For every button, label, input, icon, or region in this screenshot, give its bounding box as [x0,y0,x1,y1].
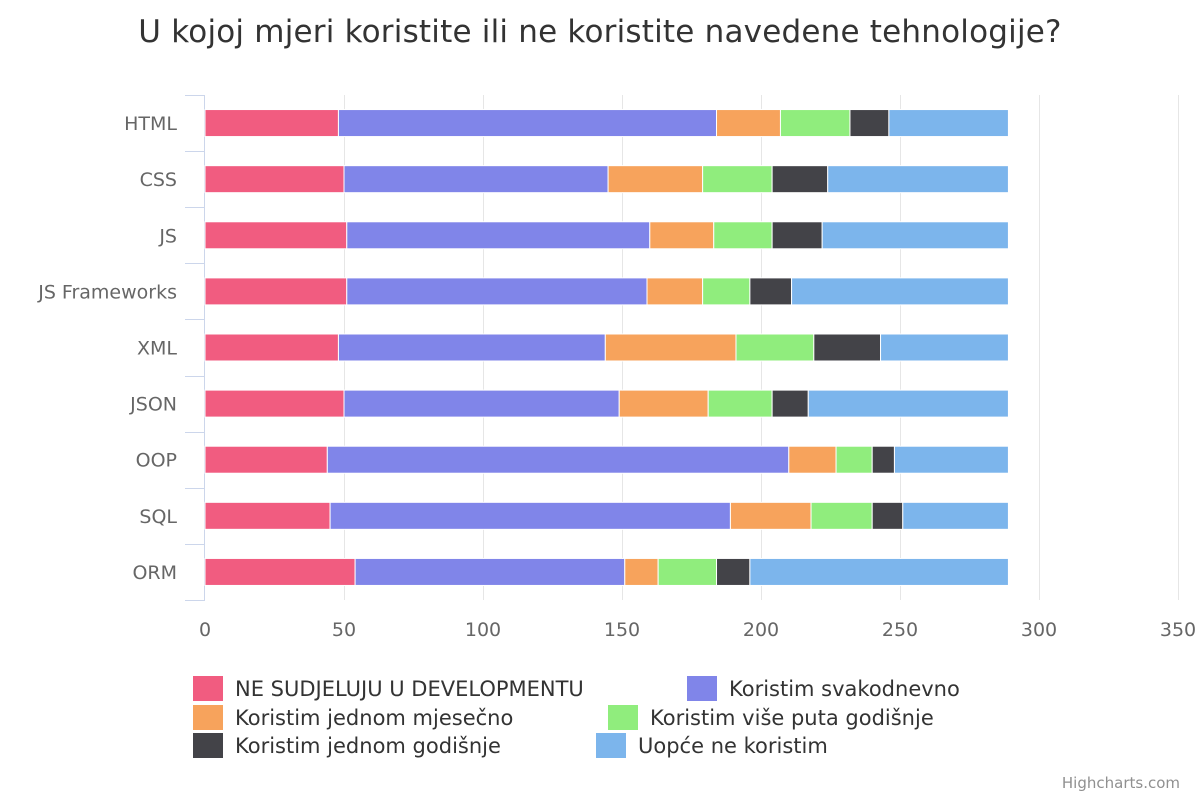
bar-segment[interactable] [346,277,648,306]
bar-segment[interactable] [204,109,339,138]
category-label: ORM [132,562,177,584]
x-tick-label: 350 [1160,619,1196,641]
bar-segment[interactable] [702,165,773,194]
legend-label: NE SUDJELUJU U DEVELOPMENTU [235,676,584,701]
bar-segment[interactable] [807,389,1009,418]
bar-segment[interactable] [716,557,751,586]
bar-segment[interactable] [871,501,904,530]
bar-segment[interactable] [618,389,709,418]
legend-label: Koristim više puta godišnje [650,705,934,730]
bar-segment[interactable] [204,165,345,194]
x-tick-label: 200 [743,619,779,641]
bar-segment[interactable] [354,557,626,586]
bar-segment[interactable] [849,109,890,138]
bar-series [204,109,1009,586]
bar-segment[interactable] [749,277,793,306]
legend-label: Uopće ne koristim [638,733,828,758]
bar-segment[interactable] [735,333,815,362]
bar-segment[interactable] [716,109,781,138]
bar-segment[interactable] [835,445,873,474]
bar-segment[interactable] [702,277,751,306]
category-label: HTML [124,113,177,135]
category-label: XML [137,338,177,360]
bar-segment[interactable] [204,221,348,250]
category-label: JS Frameworks [37,281,177,303]
legend-item[interactable]: Koristim više puta godišnje [608,705,934,730]
bar-segment[interactable] [204,333,339,362]
bar-segment[interactable] [343,389,620,418]
bar-segment[interactable] [657,557,718,586]
bar-segment[interactable] [204,557,356,586]
bar-segment[interactable] [813,333,882,362]
bar-segment[interactable] [624,557,659,586]
category-label: JS [158,225,177,247]
legend-label: Koristim svakodnevno [729,676,960,701]
bar-segment[interactable] [204,445,328,474]
legend-swatch [608,705,638,730]
bar-segment[interactable] [326,445,790,474]
category-axis [185,95,205,601]
bar-segment[interactable] [729,501,812,530]
bar-segment[interactable] [707,389,773,418]
bar-segment[interactable] [649,221,715,250]
bar-segment[interactable] [791,277,1009,306]
bar-segment[interactable] [337,333,606,362]
legend-item[interactable]: Uopće ne koristim [596,733,828,758]
bar-segment[interactable] [893,445,1009,474]
bar-segment[interactable] [329,501,731,530]
bar-segment[interactable] [343,165,609,194]
legend-swatch [193,733,223,758]
bar-segment[interactable] [771,389,809,418]
bar-segment[interactable] [646,277,704,306]
bar-segment[interactable] [771,165,829,194]
bar-segment[interactable] [713,221,773,250]
bar-segment[interactable] [204,501,331,530]
credits-link[interactable]: Highcharts.com [1061,774,1180,792]
category-label: SQL [139,506,177,528]
category-label: JSON [129,394,177,416]
x-tick-label: 150 [604,619,640,641]
bar-segment[interactable] [779,109,851,138]
bar-segment[interactable] [827,165,1009,194]
bar-segment[interactable] [888,109,1009,138]
x-tick-label: 50 [332,619,356,641]
legend-item[interactable]: Koristim jednom godišnje [193,733,501,758]
x-tick-label: 0 [199,619,211,641]
legend-item[interactable]: Koristim svakodnevno [687,676,960,701]
bar-segment[interactable] [810,501,873,530]
bar-segment[interactable] [337,109,718,138]
category-label: CSS [140,169,177,191]
bar-segment[interactable] [604,333,737,362]
bar-segment[interactable] [346,221,651,250]
bar-segment[interactable] [821,221,1009,250]
legend-swatch [193,676,223,701]
bar-segment[interactable] [749,557,1009,586]
legend-label: Koristim jednom mjesečno [235,705,514,730]
bar-segment[interactable] [771,221,823,250]
bar-segment[interactable] [204,389,345,418]
axis-labels: 0 50 100 150 200 250 300 350 HTML CSS JS JS Framewo… [37,113,1196,641]
bar-segment[interactable] [902,501,1009,530]
x-tick-label: 250 [882,619,918,641]
bar-segment[interactable] [871,445,895,474]
x-tick-label: 100 [465,619,501,641]
legend-swatch [687,676,717,701]
legend-swatch [193,705,223,730]
category-label: OOP [136,450,177,472]
legend-label: Koristim jednom godišnje [235,733,501,758]
legend-item[interactable]: Koristim jednom mjesečno [193,705,513,730]
chart-title: U kojoj mjeri koristite ili ne koristite… [138,14,1062,50]
x-tick-label: 300 [1021,619,1057,641]
bar-segment[interactable] [204,277,348,306]
legend-item[interactable]: NE SUDJELUJU U DEVELOPMENTU [193,676,584,701]
legend-swatch [596,733,626,758]
bar-segment[interactable] [880,333,1009,362]
bar-segment[interactable] [788,445,837,474]
bar-segment[interactable] [607,165,704,194]
